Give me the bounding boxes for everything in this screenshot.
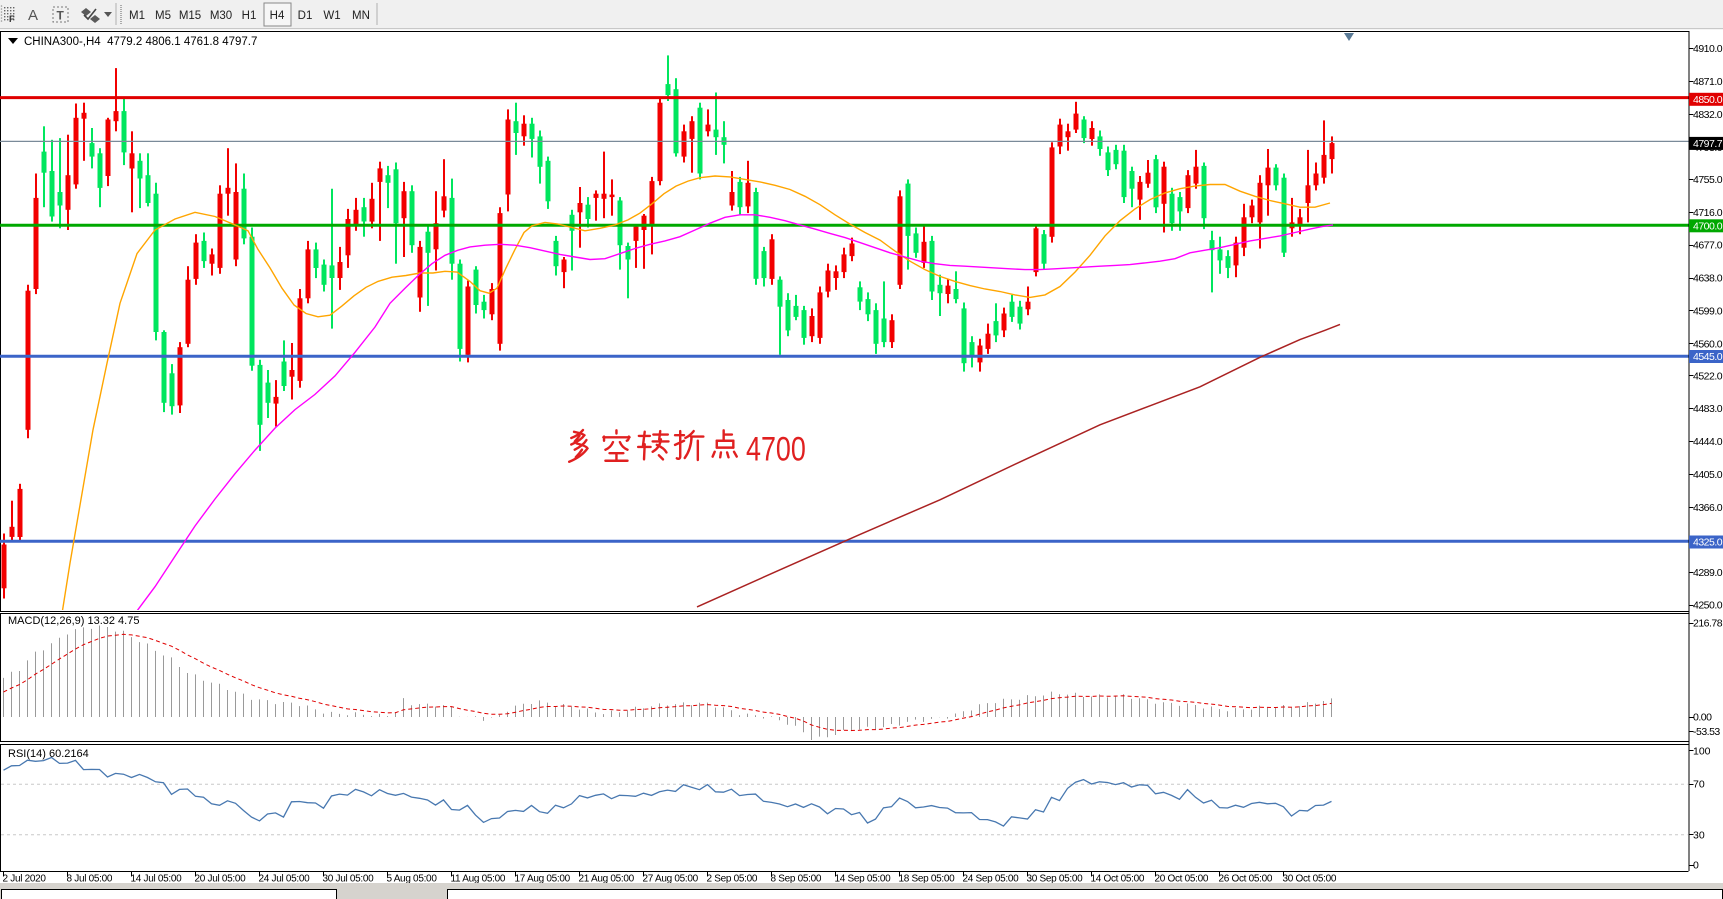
svg-text:0.00: 0.00 <box>1693 712 1712 724</box>
svg-text:M5: M5 <box>155 10 171 22</box>
svg-text:4325.0: 4325.0 <box>1693 537 1723 549</box>
svg-text:2 Sep 05:00: 2 Sep 05:00 <box>707 874 758 885</box>
svg-text:RSI(14) 60.2164: RSI(14) 60.2164 <box>8 748 89 760</box>
svg-text:0: 0 <box>1693 860 1699 872</box>
svg-text:4545.0: 4545.0 <box>1693 351 1723 363</box>
svg-text:4522.0: 4522.0 <box>1693 370 1723 382</box>
svg-text:A: A <box>28 7 38 24</box>
svg-text:D1: D1 <box>298 10 313 22</box>
svg-text:8 Jul 05:00: 8 Jul 05:00 <box>67 874 113 885</box>
svg-text:4910.0: 4910.0 <box>1693 43 1723 55</box>
svg-text:216.78: 216.78 <box>1693 618 1723 630</box>
svg-text:24 Sep 05:00: 24 Sep 05:00 <box>963 874 1020 885</box>
svg-text:M1: M1 <box>129 10 145 22</box>
svg-text:5 Aug 05:00: 5 Aug 05:00 <box>387 874 438 885</box>
svg-text:11 Aug 05:00: 11 Aug 05:00 <box>451 874 506 885</box>
svg-text:26 Oct 05:00: 26 Oct 05:00 <box>1219 874 1273 885</box>
svg-text:14 Sep 05:00: 14 Sep 05:00 <box>835 874 892 885</box>
svg-text:4797.7: 4797.7 <box>1693 138 1723 150</box>
svg-text:24 Jul 05:00: 24 Jul 05:00 <box>259 874 311 885</box>
svg-text:21 Aug 05:00: 21 Aug 05:00 <box>579 874 635 885</box>
svg-text:MACD(12,26,9) 13.32 4.75: MACD(12,26,9) 13.32 4.75 <box>8 615 139 627</box>
svg-text:4700.0: 4700.0 <box>1693 220 1723 232</box>
svg-text:30 Jul 05:00: 30 Jul 05:00 <box>323 874 375 885</box>
svg-text:4483.0: 4483.0 <box>1693 403 1723 415</box>
svg-text:4405.0: 4405.0 <box>1693 469 1723 481</box>
svg-text:4716.0: 4716.0 <box>1693 207 1723 219</box>
svg-text:30: 30 <box>1693 829 1705 841</box>
svg-text:14 Jul 05:00: 14 Jul 05:00 <box>131 874 183 885</box>
svg-text:4560.0: 4560.0 <box>1693 338 1723 350</box>
svg-text:4366.0: 4366.0 <box>1693 502 1723 514</box>
svg-text:20 Jul 05:00: 20 Jul 05:00 <box>195 874 247 885</box>
svg-text:H4: H4 <box>270 10 285 22</box>
svg-text:T: T <box>57 9 65 23</box>
svg-text:H1: H1 <box>242 10 257 22</box>
svg-text:18 Sep 05:00: 18 Sep 05:00 <box>899 874 956 885</box>
svg-text:20 Oct 05:00: 20 Oct 05:00 <box>1155 874 1209 885</box>
svg-text:MN: MN <box>352 10 370 22</box>
svg-text:W1: W1 <box>323 10 340 22</box>
svg-text:4677.0: 4677.0 <box>1693 240 1723 252</box>
svg-text:100: 100 <box>1693 745 1711 757</box>
svg-text:70: 70 <box>1693 779 1705 791</box>
svg-text:4599.0: 4599.0 <box>1693 305 1723 317</box>
svg-text:4444.0: 4444.0 <box>1693 436 1723 448</box>
svg-text:4250.0: 4250.0 <box>1693 600 1723 612</box>
svg-text:4289.0: 4289.0 <box>1693 567 1723 579</box>
svg-text:4755.0: 4755.0 <box>1693 174 1723 186</box>
svg-text:4832.0: 4832.0 <box>1693 109 1723 121</box>
svg-text:4850.0: 4850.0 <box>1693 94 1723 106</box>
svg-text:27 Aug 05:00: 27 Aug 05:00 <box>643 874 699 885</box>
svg-text:4638.0: 4638.0 <box>1693 273 1723 285</box>
svg-text:2 Jul 2020: 2 Jul 2020 <box>3 874 47 885</box>
svg-text:M30: M30 <box>210 10 232 22</box>
svg-text:CHINA300-,H4 4779.2 4806.1 47: CHINA300-,H4 4779.2 4806.1 4761.8 4797.7 <box>24 36 257 48</box>
svg-text:30 Sep 05:00: 30 Sep 05:00 <box>1027 874 1084 885</box>
svg-text:F: F <box>9 14 15 24</box>
svg-text:30 Oct 05:00: 30 Oct 05:00 <box>1283 874 1337 885</box>
svg-text:M15: M15 <box>179 10 201 22</box>
svg-text:17 Aug 05:00: 17 Aug 05:00 <box>515 874 571 885</box>
svg-text:4700: 4700 <box>746 429 806 468</box>
svg-text:-53.53: -53.53 <box>1693 726 1720 738</box>
svg-text:14 Oct 05:00: 14 Oct 05:00 <box>1091 874 1145 885</box>
svg-text:8 Sep 05:00: 8 Sep 05:00 <box>771 874 822 885</box>
svg-text:4871.0: 4871.0 <box>1693 76 1723 88</box>
